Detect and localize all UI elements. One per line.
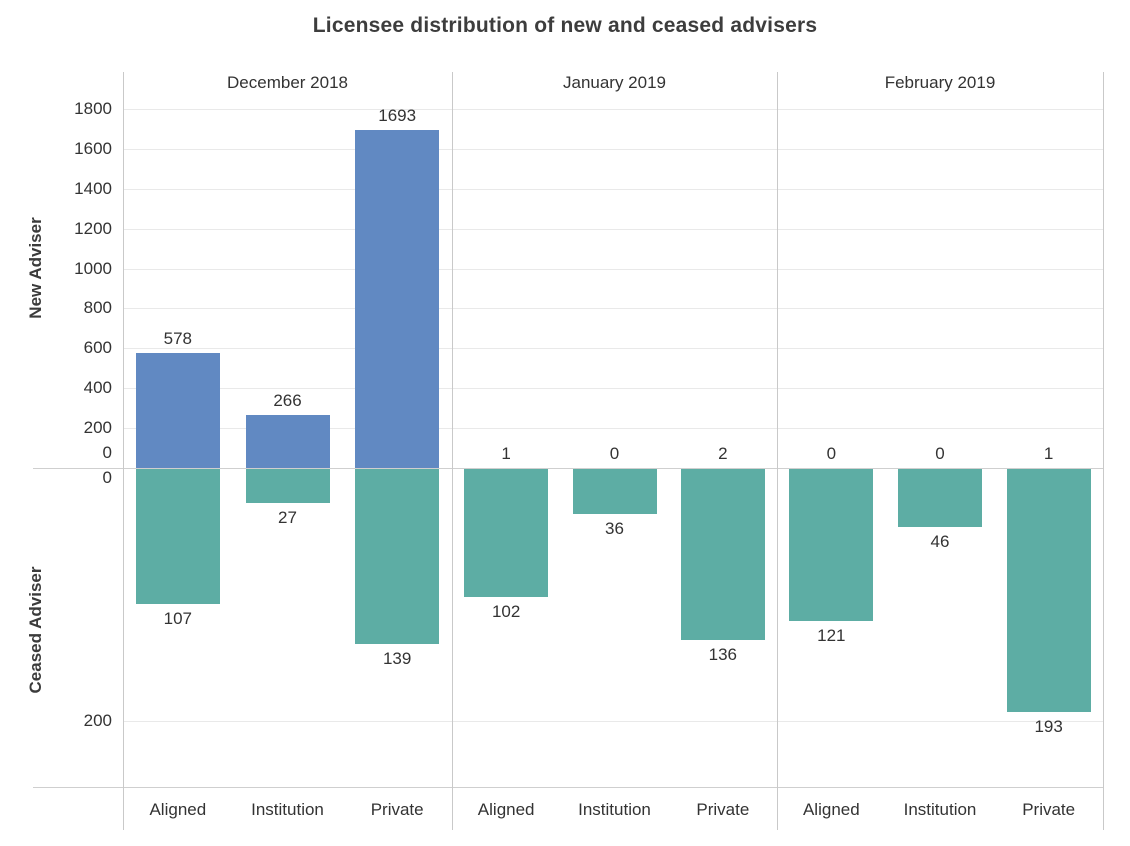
- value-label-ceased: 46: [930, 531, 950, 551]
- bar-ceased-adviser: [789, 469, 874, 622]
- x-category-label: Aligned: [477, 800, 535, 819]
- value-label-ceased: 102: [491, 602, 521, 622]
- subplot-divider-line: [33, 468, 1103, 469]
- bar-ceased-adviser: [464, 469, 549, 598]
- gridline-new-200: [123, 428, 1103, 430]
- gridline-new-600: [123, 348, 1103, 350]
- gridline-new-1400: [123, 188, 1103, 190]
- y-tick-new-1000: 1000: [74, 258, 112, 278]
- y-tick-new-1400: 1400: [74, 178, 112, 198]
- value-label-new: 1: [1043, 443, 1054, 463]
- x-category-label: Institution: [251, 800, 324, 819]
- value-label-new: 0: [935, 444, 945, 463]
- gridline-new-1000: [123, 268, 1103, 270]
- gridline-new-800: [123, 308, 1103, 310]
- bar-new-adviser: [355, 130, 440, 468]
- gridline-new-400: [123, 388, 1103, 390]
- value-label-new: 0: [826, 444, 837, 463]
- y-tick-new-1600: 1600: [74, 138, 112, 158]
- value-label-ceased: 27: [278, 507, 297, 527]
- x-category-label: Aligned: [149, 800, 207, 819]
- gridline-new-1600: [123, 148, 1103, 150]
- bar-ceased-adviser: [898, 469, 982, 527]
- chart-title: Licensee distribution of new and ceased …: [312, 14, 818, 37]
- bar-ceased-adviser: [355, 469, 440, 644]
- x-axis-bottom-line: [33, 787, 1103, 788]
- gridline-new-1800: [123, 109, 1103, 110]
- value-label-ceased: 136: [708, 645, 738, 665]
- y-tick-new-200: 200: [83, 418, 112, 438]
- panel-divider-line: [777, 72, 778, 830]
- bar-ceased-adviser: [680, 469, 765, 641]
- gridline-ceased-200: [123, 720, 1103, 722]
- value-label-new: 1: [501, 443, 511, 463]
- facet-title-1: December 2018: [227, 73, 348, 92]
- panel-divider-line: [452, 72, 453, 830]
- y-tick-new-800: 800: [83, 298, 112, 318]
- bar-new-adviser: [245, 414, 330, 468]
- bar-ceased-adviser: [1006, 469, 1091, 712]
- value-label-ceased: 193: [1034, 716, 1063, 736]
- value-label-new: 2: [718, 443, 728, 463]
- value-label-ceased: 107: [163, 608, 193, 628]
- facet-title-2: January 2019: [562, 73, 667, 92]
- bar-ceased-adviser: [135, 469, 220, 604]
- y-tick-new-1800: 1800: [74, 99, 112, 118]
- facet-title-3: February 2019: [884, 73, 996, 92]
- value-label-ceased: 36: [605, 519, 624, 539]
- y-tick-new-600: 600: [83, 338, 112, 358]
- y-tick-ceased-200: 200: [83, 710, 112, 730]
- bar-ceased-adviser: [572, 469, 657, 515]
- value-label-new: 266: [273, 390, 302, 410]
- value-label-new: 0: [609, 444, 620, 463]
- y-tick-new-0: 0: [102, 443, 112, 462]
- x-category-label: Private: [370, 800, 424, 819]
- x-category-label: Private: [1022, 800, 1076, 819]
- value-label-ceased: 121: [817, 626, 846, 646]
- gridline-new-1200: [123, 228, 1103, 230]
- x-category-label: Institution: [903, 800, 977, 819]
- y-axis-line: [123, 72, 124, 830]
- value-label-ceased: 139: [382, 648, 412, 668]
- panel-divider-line: [1103, 72, 1104, 830]
- y-tick-new-400: 400: [83, 378, 112, 398]
- y-tick-new-1200: 1200: [74, 218, 112, 238]
- value-label-new: 1693: [378, 106, 417, 126]
- x-category-label: Institution: [578, 800, 651, 819]
- x-category-label: Aligned: [802, 800, 860, 819]
- bar-new-adviser: [135, 352, 220, 468]
- y-tick-ceased-0: 0: [102, 468, 112, 487]
- x-category-label: Private: [696, 800, 750, 819]
- bar-ceased-adviser: [245, 469, 330, 503]
- value-label-new: 578: [163, 328, 193, 348]
